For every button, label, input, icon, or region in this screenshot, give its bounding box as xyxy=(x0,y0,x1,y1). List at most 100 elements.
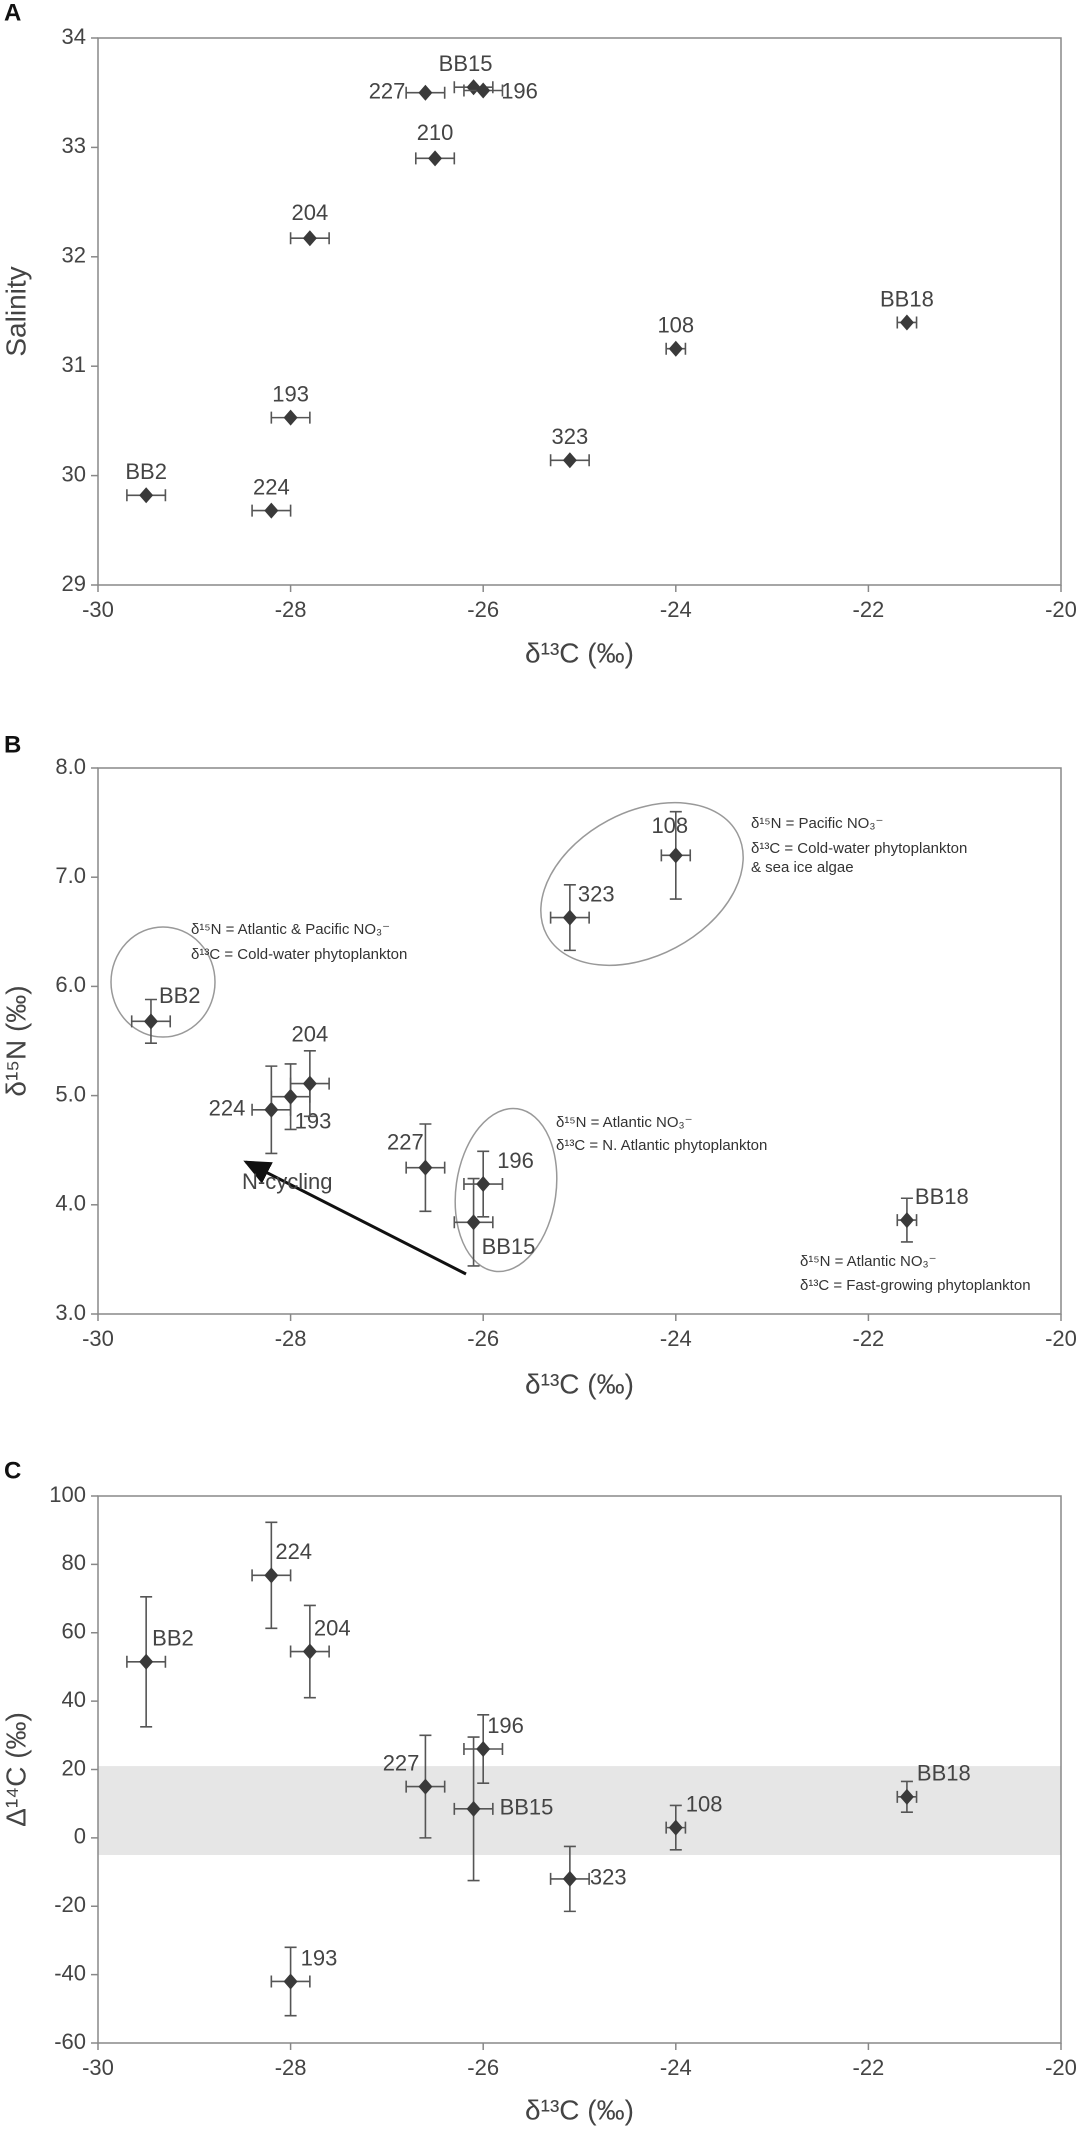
y-axis-title: Salinity xyxy=(0,266,31,356)
data-point xyxy=(264,1567,279,1584)
point-label: 323 xyxy=(578,881,615,906)
x-tick-label: -24 xyxy=(660,597,692,622)
point-label: BB2 xyxy=(159,983,201,1008)
x-tick-label: -28 xyxy=(275,597,307,622)
x-axis-title: δ¹³C (‰) xyxy=(525,637,634,668)
data-point xyxy=(899,1788,914,1805)
data-point xyxy=(428,150,443,167)
y-tick-label: 0 xyxy=(74,1824,86,1849)
data-point xyxy=(668,340,683,357)
point-label: 193 xyxy=(301,1945,338,1970)
data-point xyxy=(139,487,154,504)
group-ellipse xyxy=(110,926,216,1038)
point-label: BB15 xyxy=(439,51,493,76)
y-tick-label: -20 xyxy=(54,1892,86,1917)
data-point xyxy=(283,1973,298,1990)
y-tick-label: 5.0 xyxy=(55,1081,86,1106)
data-point xyxy=(302,1643,317,1660)
y-axis-title: δ¹⁵N (‰) xyxy=(0,985,31,1096)
annotation: & sea ice algae xyxy=(751,859,854,876)
reference-band xyxy=(98,1766,1061,1855)
panel-letter: C xyxy=(4,1457,21,1484)
x-tick-label: -30 xyxy=(82,2055,114,2080)
data-point xyxy=(668,847,683,864)
data-point xyxy=(418,1159,433,1176)
annotation: δ¹⁵N = Atlantic NO₃⁻ xyxy=(556,1114,693,1131)
y-tick-label: 40 xyxy=(62,1687,86,1712)
point-label: 224 xyxy=(209,1096,246,1121)
y-tick-label: 7.0 xyxy=(55,863,86,888)
data-point xyxy=(668,1819,683,1836)
x-tick-label: -30 xyxy=(82,1326,114,1351)
plot-frame xyxy=(97,37,1062,586)
data-point xyxy=(466,1214,481,1231)
x-tick-label: -26 xyxy=(467,597,499,622)
point-label: 196 xyxy=(501,78,538,103)
data-point xyxy=(476,1176,491,1193)
y-tick-label: 3.0 xyxy=(55,1300,86,1325)
x-axis-title: δ¹³C (‰) xyxy=(525,2094,634,2125)
x-tick-label: -20 xyxy=(1045,597,1077,622)
y-tick-label: 20 xyxy=(62,1755,86,1780)
x-tick-label: -20 xyxy=(1045,1326,1077,1351)
data-point xyxy=(418,1778,433,1795)
data-point xyxy=(139,1653,154,1670)
y-tick-label: -40 xyxy=(54,1960,86,1985)
data-point xyxy=(264,502,279,519)
point-label: 323 xyxy=(552,424,589,449)
y-tick-label: 31 xyxy=(62,352,86,377)
data-point xyxy=(476,1740,491,1757)
point-label: BB15 xyxy=(500,1795,554,1820)
y-tick-label: 34 xyxy=(62,24,86,49)
y-tick-label: 29 xyxy=(62,571,86,596)
x-tick-label: -26 xyxy=(467,2055,499,2080)
y-tick-label: 6.0 xyxy=(55,972,86,997)
point-label: 210 xyxy=(417,120,454,145)
y-tick-label: 80 xyxy=(62,1550,86,1575)
data-point xyxy=(302,230,317,247)
data-point xyxy=(562,1870,577,1887)
point-label: BB18 xyxy=(915,1184,969,1209)
y-tick-label: 8.0 xyxy=(55,754,86,779)
annotation: δ¹³C = Cold-water phytoplankton xyxy=(751,840,967,857)
point-label: 224 xyxy=(253,474,290,499)
point-label: 227 xyxy=(383,1750,420,1775)
y-tick-label: 60 xyxy=(62,1619,86,1644)
x-tick-label: -28 xyxy=(275,1326,307,1351)
data-point xyxy=(562,909,577,926)
point-label: 193 xyxy=(295,1109,332,1134)
x-tick-label: -22 xyxy=(853,597,885,622)
y-tick-label: -60 xyxy=(54,2029,86,2054)
x-tick-label: -24 xyxy=(660,1326,692,1351)
annotation: δ¹⁵N = Atlantic NO₃⁻ xyxy=(800,1253,937,1270)
annotation: δ¹³C = N. Atlantic phytoplankton xyxy=(556,1137,767,1154)
panel-letter: A xyxy=(4,0,21,26)
point-label: 196 xyxy=(497,1148,534,1173)
data-point xyxy=(283,1088,298,1105)
data-point xyxy=(264,1101,279,1118)
group-ellipse xyxy=(454,1107,558,1273)
data-point xyxy=(302,1075,317,1092)
y-tick-label: 30 xyxy=(62,461,86,486)
data-point xyxy=(899,1212,914,1229)
point-label: 227 xyxy=(369,79,406,104)
point-label: BB18 xyxy=(880,286,934,311)
point-label: BB2 xyxy=(152,1626,194,1651)
point-label: 224 xyxy=(275,1539,312,1564)
data-point xyxy=(562,452,577,469)
annotation: δ¹³C = Cold-water phytoplankton xyxy=(191,946,407,963)
annotation: δ¹⁵N = Atlantic & Pacific NO₃⁻ xyxy=(191,921,390,938)
point-label: BB15 xyxy=(482,1234,536,1259)
point-label: 204 xyxy=(314,1615,351,1640)
data-point xyxy=(283,409,298,426)
point-label: 108 xyxy=(686,1791,723,1816)
panel-letter: B xyxy=(4,731,21,758)
data-point xyxy=(143,1013,158,1030)
y-tick-label: 100 xyxy=(49,1482,86,1507)
group-ellipse xyxy=(540,801,744,967)
data-point xyxy=(476,82,491,99)
point-label: 227 xyxy=(387,1129,424,1154)
point-label: BB18 xyxy=(917,1761,971,1786)
x-tick-label: -28 xyxy=(275,2055,307,2080)
arrow-label: N-cycling xyxy=(242,1169,332,1194)
